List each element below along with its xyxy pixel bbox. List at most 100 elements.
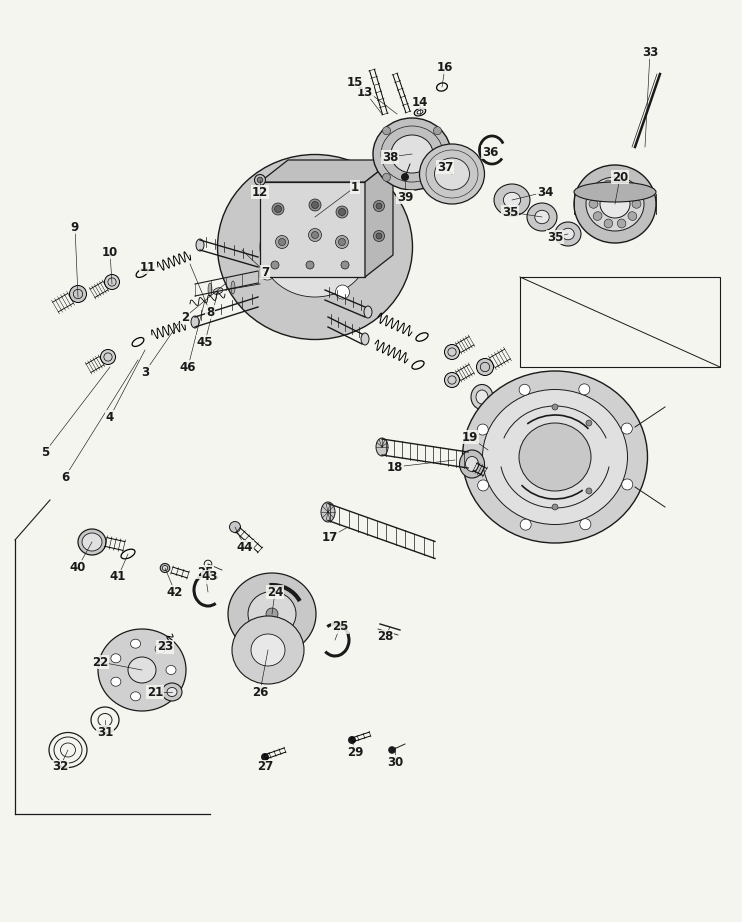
Text: 8: 8 — [206, 305, 214, 318]
Text: 40: 40 — [70, 561, 86, 573]
Circle shape — [373, 230, 384, 242]
Ellipse shape — [208, 283, 212, 296]
Circle shape — [552, 404, 558, 410]
Text: 14: 14 — [412, 96, 428, 109]
Ellipse shape — [155, 644, 165, 654]
Text: 3: 3 — [141, 365, 149, 379]
Ellipse shape — [391, 135, 433, 173]
Ellipse shape — [98, 629, 186, 711]
Ellipse shape — [111, 654, 121, 663]
Text: 25: 25 — [332, 621, 348, 633]
Ellipse shape — [228, 573, 316, 655]
Circle shape — [519, 384, 530, 396]
Circle shape — [433, 126, 441, 135]
Circle shape — [278, 239, 286, 245]
Polygon shape — [365, 160, 393, 277]
Ellipse shape — [128, 657, 156, 683]
Circle shape — [444, 372, 459, 387]
Ellipse shape — [459, 450, 485, 478]
Text: 31: 31 — [97, 726, 113, 739]
Ellipse shape — [196, 239, 204, 251]
Ellipse shape — [604, 219, 613, 228]
Text: 28: 28 — [377, 631, 393, 644]
Text: 27: 27 — [257, 761, 273, 774]
Text: 6: 6 — [61, 470, 69, 483]
Ellipse shape — [600, 190, 630, 218]
Ellipse shape — [628, 212, 637, 220]
Text: 7: 7 — [261, 266, 269, 278]
Ellipse shape — [166, 666, 176, 675]
Ellipse shape — [160, 563, 170, 573]
Circle shape — [586, 420, 592, 426]
Text: 22: 22 — [92, 656, 108, 668]
Ellipse shape — [555, 222, 581, 246]
Circle shape — [105, 275, 119, 290]
Circle shape — [621, 423, 632, 434]
Ellipse shape — [248, 592, 296, 636]
Circle shape — [336, 206, 348, 218]
Text: 19: 19 — [462, 431, 478, 443]
Circle shape — [271, 261, 279, 269]
Circle shape — [309, 199, 321, 211]
Circle shape — [260, 266, 275, 280]
Text: 42: 42 — [167, 585, 183, 598]
Ellipse shape — [361, 333, 369, 345]
Ellipse shape — [527, 203, 557, 231]
Text: 33: 33 — [642, 45, 658, 58]
Ellipse shape — [260, 197, 370, 297]
Ellipse shape — [191, 316, 199, 328]
Ellipse shape — [162, 565, 168, 571]
Polygon shape — [260, 182, 365, 277]
Text: 26: 26 — [252, 685, 268, 699]
Circle shape — [478, 480, 489, 491]
Ellipse shape — [131, 692, 140, 701]
Text: 21: 21 — [147, 685, 163, 699]
Polygon shape — [260, 160, 393, 182]
Circle shape — [383, 173, 390, 182]
Circle shape — [580, 519, 591, 530]
Ellipse shape — [462, 371, 648, 543]
Ellipse shape — [519, 423, 591, 491]
Ellipse shape — [213, 288, 223, 294]
Ellipse shape — [167, 688, 177, 696]
Text: 30: 30 — [387, 755, 403, 769]
Ellipse shape — [162, 683, 182, 701]
Ellipse shape — [82, 533, 102, 551]
Ellipse shape — [465, 456, 479, 471]
Circle shape — [376, 203, 382, 209]
Circle shape — [444, 345, 459, 360]
Text: 34: 34 — [536, 185, 554, 198]
Circle shape — [348, 736, 356, 744]
Circle shape — [280, 195, 295, 209]
Ellipse shape — [574, 182, 656, 202]
Text: 9: 9 — [71, 220, 79, 233]
Text: 4: 4 — [106, 410, 114, 423]
Ellipse shape — [617, 219, 626, 228]
Circle shape — [477, 424, 488, 435]
Ellipse shape — [78, 529, 106, 555]
Circle shape — [376, 233, 382, 239]
Circle shape — [383, 126, 390, 135]
Ellipse shape — [111, 678, 121, 686]
Text: 24: 24 — [267, 585, 283, 598]
Circle shape — [275, 235, 289, 249]
Ellipse shape — [471, 384, 493, 409]
Circle shape — [335, 285, 349, 299]
Text: 36: 36 — [482, 146, 498, 159]
Circle shape — [255, 174, 266, 185]
Ellipse shape — [155, 687, 165, 695]
Circle shape — [312, 202, 318, 208]
Circle shape — [433, 173, 441, 182]
Circle shape — [388, 746, 395, 754]
Ellipse shape — [617, 180, 626, 189]
Circle shape — [309, 229, 321, 242]
Circle shape — [520, 519, 531, 530]
Ellipse shape — [604, 180, 613, 189]
Text: 15: 15 — [347, 76, 363, 89]
Text: 2: 2 — [181, 311, 189, 324]
Text: 29: 29 — [347, 746, 363, 759]
Ellipse shape — [593, 187, 602, 196]
Circle shape — [312, 231, 318, 239]
Text: 10: 10 — [102, 245, 118, 258]
Text: 45: 45 — [197, 336, 213, 349]
